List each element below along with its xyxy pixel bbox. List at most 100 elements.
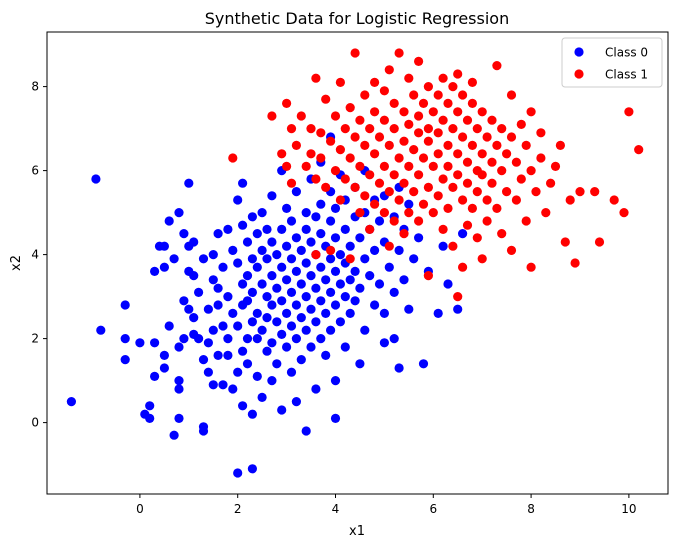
data-point (453, 292, 463, 302)
data-point (179, 334, 189, 344)
data-point (208, 380, 218, 390)
data-point (370, 245, 380, 255)
data-point (213, 229, 223, 239)
data-point (521, 140, 531, 150)
data-point (267, 300, 277, 310)
data-point (414, 56, 424, 66)
data-point (418, 98, 429, 108)
data-point (330, 203, 341, 213)
data-point (438, 224, 448, 234)
data-point (306, 271, 316, 281)
data-point (247, 464, 257, 474)
data-point (96, 325, 106, 335)
data-point (634, 145, 644, 155)
data-point (379, 86, 389, 96)
data-point (521, 216, 531, 226)
data-point (609, 195, 619, 205)
data-point (541, 208, 551, 218)
data-point (291, 266, 301, 276)
data-point (159, 350, 169, 360)
data-point (482, 195, 492, 205)
data-point (135, 338, 145, 348)
data-point (438, 73, 448, 83)
data-point (208, 275, 218, 285)
data-point (316, 199, 326, 209)
data-point (262, 313, 272, 323)
data-point (360, 325, 370, 335)
data-point (189, 313, 199, 323)
data-point (267, 111, 277, 121)
data-point (365, 170, 375, 180)
data-point (311, 384, 321, 394)
data-point (120, 300, 130, 310)
data-point (174, 384, 184, 394)
data-point (252, 371, 262, 381)
data-point (277, 296, 287, 306)
data-point (374, 132, 385, 142)
data-point (238, 220, 248, 230)
data-point (296, 245, 306, 255)
data-point (384, 65, 394, 75)
data-point (394, 245, 404, 255)
x-tick-label: 10 (621, 502, 636, 516)
data-point (252, 334, 262, 344)
data-point (267, 191, 277, 201)
data-point (438, 241, 448, 251)
data-point (355, 233, 365, 243)
y-axis: 0 2 4 6 8 (31, 80, 47, 430)
data-point (404, 119, 414, 129)
data-point (560, 237, 570, 247)
data-point (203, 338, 213, 348)
data-point (330, 300, 341, 310)
data-point (174, 342, 184, 352)
data-point (282, 308, 292, 318)
data-point (291, 300, 301, 310)
data-point (458, 195, 468, 205)
data-point (330, 166, 341, 176)
data-point (326, 254, 336, 264)
data-point (203, 367, 213, 377)
data-point (306, 237, 316, 247)
data-point (453, 107, 463, 117)
data-point (282, 241, 292, 251)
data-point (242, 271, 253, 281)
data-point (423, 136, 433, 146)
data-point (267, 376, 277, 386)
data-point (316, 296, 326, 306)
data-point (433, 149, 443, 159)
data-point (296, 279, 306, 289)
y-axis-label: x2 (9, 255, 24, 271)
data-point (399, 275, 409, 285)
data-point (345, 103, 355, 113)
data-point (223, 292, 233, 302)
legend-marker (574, 69, 584, 79)
data-point (619, 208, 629, 218)
data-point (91, 174, 101, 184)
data-point (66, 397, 76, 407)
data-point (570, 258, 580, 268)
data-point (414, 111, 424, 121)
data-point (257, 325, 267, 335)
data-point (223, 334, 233, 344)
data-point (516, 119, 526, 129)
data-point (448, 124, 458, 134)
data-point (575, 187, 585, 197)
data-point (443, 140, 453, 150)
data-point (306, 149, 316, 159)
data-point (394, 363, 404, 373)
data-point (497, 166, 507, 176)
data-point (340, 292, 350, 302)
data-point (311, 73, 321, 83)
y-tick-label: 0 (31, 416, 39, 430)
data-point (326, 245, 336, 255)
data-point (379, 115, 389, 125)
data-point (409, 145, 419, 155)
data-point (184, 178, 194, 188)
data-point (502, 149, 512, 159)
data-point (213, 300, 223, 310)
data-point (482, 132, 492, 142)
data-point (242, 296, 253, 306)
data-point (423, 82, 433, 92)
data-point (301, 292, 311, 302)
data-point (423, 182, 433, 192)
